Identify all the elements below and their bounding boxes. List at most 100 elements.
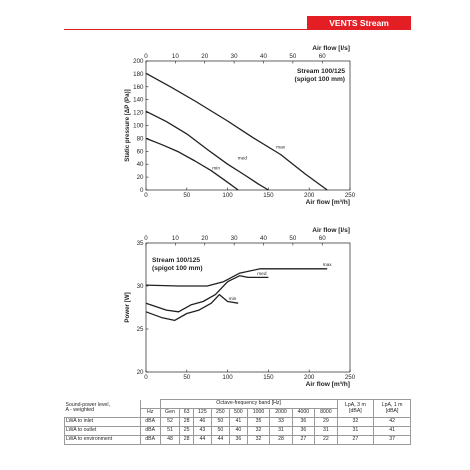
y-tick-label: 120	[133, 110, 144, 117]
row-value: 32	[246, 426, 271, 436]
y-tick-label: 35	[137, 240, 144, 247]
plot-frame	[145, 242, 351, 373]
row-value: 28	[269, 435, 293, 445]
x2-tick-label: 30	[231, 235, 238, 242]
series-line-med	[145, 110, 269, 191]
x-axis-label: Air flow [m³/h]	[306, 199, 350, 206]
row-value: 40	[228, 426, 248, 436]
row-value: 31	[314, 426, 338, 436]
row-value: 43	[192, 426, 212, 436]
row-lpa3: 32	[336, 417, 375, 427]
lpa1-header: LpA, 1 m [dBA]	[373, 399, 411, 418]
row-value: 27	[291, 435, 316, 445]
x-tick-label: 50	[183, 192, 190, 199]
y-tick-label: 20	[137, 369, 144, 376]
x-tick-label: 200	[304, 192, 315, 199]
row-value: 51	[159, 426, 181, 436]
annotation-line: Stream 100/125	[152, 257, 200, 264]
table-row: LWA to inlet dBA 52 28 46 50 41 35 33 36 29 32 42	[64, 417, 411, 427]
x2-tick-label: 20	[201, 235, 208, 242]
x2-tick-label: 0	[144, 235, 148, 242]
x-tick-label: 150	[263, 192, 274, 199]
row-value: 35	[246, 417, 271, 427]
chart-annotation: Stream 100/125 (spigot 100 mm)	[294, 68, 345, 83]
col-header: 63	[179, 408, 194, 418]
x-tick-label: 200	[304, 374, 315, 381]
table-row: LWA to environment dBA 48 28 44 44 36 32 28 27 22 2…	[64, 435, 411, 445]
sound-power-table: Sound-power level, A - weighted Octave-f…	[64, 399, 411, 445]
series-line-min	[145, 293, 239, 322]
row-value: 36	[228, 435, 248, 445]
x2-tick-label: 60	[319, 235, 326, 242]
row-value: 44	[192, 435, 212, 445]
col-header: 4000	[291, 408, 316, 418]
table-section-label: Sound-power level, A - weighted	[64, 399, 141, 418]
y-tick-label: 80	[137, 135, 144, 142]
y-axis-label: Static pressure [ΔP (Pa)]	[124, 89, 131, 161]
row-value: 25	[179, 426, 194, 436]
series-label-max: max	[323, 263, 333, 268]
y-tick-label: 180	[133, 71, 144, 78]
annotation-line: (spigot 100 mm)	[152, 265, 203, 272]
row-value: 36	[291, 417, 316, 427]
x-tick-label: 100	[222, 374, 233, 381]
series-label-med: med	[257, 271, 267, 277]
y-tick-label: 20	[137, 174, 144, 181]
x2-tick-label: 50	[289, 53, 296, 60]
brand-label: VENTS Stream	[307, 16, 411, 30]
lpa3-header: LpA, 3 m [dBA]	[336, 399, 375, 418]
row-unit: dBA	[139, 435, 161, 445]
x-tick-label: 50	[183, 374, 190, 381]
row-value: 50	[210, 426, 230, 436]
series-label-max: max	[276, 146, 286, 151]
x-tick-label: 250	[345, 192, 356, 199]
x2-tick-label: 10	[172, 235, 179, 242]
sound-table-body: LWA to inlet dBA 52 28 46 50 41 35 33 36 29 32 42 LWA…	[64, 417, 411, 445]
series-line-max	[145, 72, 328, 191]
row-lpa1: 41	[373, 426, 411, 436]
col-header: 250	[210, 408, 230, 418]
row-value: 48	[159, 435, 181, 445]
x2-tick-label: 30	[231, 53, 238, 60]
row-value: 32	[246, 435, 271, 445]
y-tick-label: 25	[137, 326, 144, 333]
row-value: 36	[291, 426, 316, 436]
row-unit: dBA	[139, 417, 161, 427]
x2-tick-label: 10	[172, 53, 179, 60]
series-label-med: med	[238, 156, 248, 162]
x-axis-label: Air flow [m³/h]	[306, 381, 350, 388]
row-lpa1: 42	[373, 417, 411, 427]
row-value: 31	[269, 426, 293, 436]
x2-tick-label: 20	[201, 53, 208, 60]
row-value: 44	[210, 435, 230, 445]
row-lpa3: 27	[336, 435, 375, 445]
row-lpa1: 37	[373, 435, 411, 445]
x-tick-label: 0	[144, 374, 148, 381]
y-tick-label: 60	[137, 148, 144, 155]
annotation-line: Stream 100/125	[297, 68, 345, 75]
col-header: 500	[228, 408, 248, 418]
brand-divider	[64, 29, 411, 30]
row-value: 22	[314, 435, 338, 445]
x-tick-label: 0	[144, 192, 148, 199]
y-tick-label: 30	[137, 283, 144, 290]
row-label: LWA to inlet	[64, 417, 141, 427]
y-tick-label: 140	[133, 97, 144, 104]
row-unit: dBA	[139, 426, 161, 436]
x2-axis-label: Air flow [l/s]	[312, 227, 350, 234]
row-value: 50	[210, 417, 230, 427]
row-value: 41	[228, 417, 248, 427]
series-line-max	[145, 268, 328, 287]
y-tick-label: 100	[133, 123, 144, 130]
x-tick-label: 250	[345, 374, 356, 381]
col-header: 125	[192, 408, 212, 418]
row-value: 52	[159, 417, 181, 427]
chart-annotation: Stream 100/125 (spigot 100 mm)	[152, 257, 203, 272]
y-tick-label: 40	[137, 161, 144, 168]
series-line-med	[145, 275, 269, 313]
y-axis-label: Power [W]	[124, 292, 131, 322]
col-header: Gen	[159, 408, 181, 418]
x2-tick-label: 0	[144, 53, 148, 60]
plot-frame	[145, 60, 351, 191]
